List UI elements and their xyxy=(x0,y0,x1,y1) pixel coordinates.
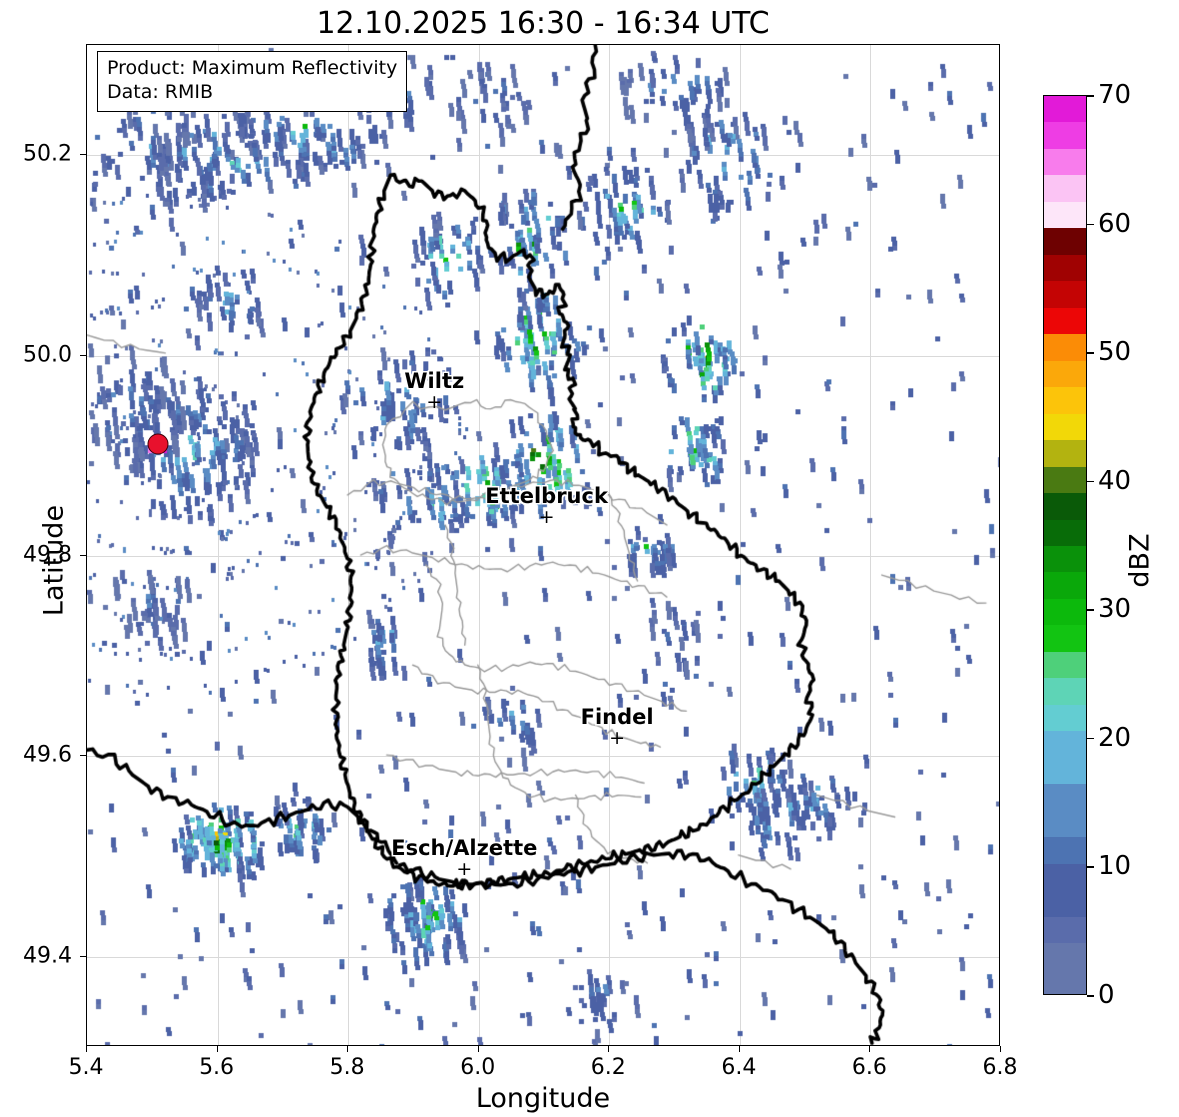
colorbar-tick-40 xyxy=(1087,480,1094,483)
colorbar-band xyxy=(1044,122,1086,149)
y-ticklabel-49.4: 49.4 xyxy=(23,943,72,969)
x-tick-5.4 xyxy=(86,1046,87,1052)
colorbar xyxy=(1043,95,1087,995)
colorbar-band xyxy=(1044,148,1086,176)
colorbar-band xyxy=(1044,731,1086,758)
radar-site-marker xyxy=(147,433,168,455)
y-axis-label: Latitude xyxy=(38,504,70,617)
colorbar-band xyxy=(1044,598,1086,626)
colorbar-ticklabel-60: 60 xyxy=(1098,208,1132,239)
colorbar-tick-70 xyxy=(1087,95,1094,97)
colorbar-band xyxy=(1044,201,1086,229)
colorbar-band xyxy=(1044,440,1086,467)
colorbar-band xyxy=(1044,413,1086,441)
colorbar-band xyxy=(1044,890,1086,917)
x-tick-5.6 xyxy=(216,1046,218,1052)
colorbar-band xyxy=(1044,651,1086,679)
colorbar-band xyxy=(1044,387,1086,414)
colorbar-band xyxy=(1044,545,1086,573)
colorbar-band xyxy=(1044,228,1086,255)
y-tick-49.6 xyxy=(80,755,86,757)
x-tick-6.4 xyxy=(738,1046,740,1052)
x-ticklabel-5.4: 5.4 xyxy=(68,1055,104,1080)
y-tick-49.4 xyxy=(80,955,86,957)
colorbar-band xyxy=(1044,863,1086,891)
colorbar-band xyxy=(1044,837,1086,864)
y-ticklabel-49.8: 49.8 xyxy=(23,542,72,568)
x-ticklabel-6.2: 6.2 xyxy=(590,1055,626,1080)
annotation-box: Product: Maximum Reflectivity Data: RMIB xyxy=(97,51,408,112)
x-tick-6.8 xyxy=(1000,1046,1001,1052)
colorbar-band xyxy=(1044,784,1086,811)
y-ticklabel-49.6: 49.6 xyxy=(23,742,72,768)
colorbar-band xyxy=(1044,466,1086,494)
colorbar-band xyxy=(1044,307,1086,335)
x-tick-6.0 xyxy=(477,1046,479,1052)
colorbar-band xyxy=(1044,678,1086,705)
x-axis-label: Longitude xyxy=(475,1083,611,1114)
colorbar-band xyxy=(1044,334,1086,361)
y-tick-49.8 xyxy=(80,555,86,557)
x-ticklabel-5.6: 5.6 xyxy=(199,1055,235,1080)
colorbar-band xyxy=(1044,757,1086,785)
colorbar-band xyxy=(1044,810,1086,838)
colorbar-band xyxy=(1044,916,1086,943)
x-tick-6.6 xyxy=(869,1046,871,1052)
x-ticklabel-6.6: 6.6 xyxy=(851,1055,887,1080)
colorbar-band xyxy=(1044,96,1086,123)
map-plot-area[interactable]: Product: Maximum Reflectivity Data: RMIB… xyxy=(86,44,1000,1046)
colorbar-band xyxy=(1044,519,1086,546)
colorbar-ticklabel-40: 40 xyxy=(1098,465,1132,496)
y-ticklabel-50.0: 50.0 xyxy=(23,342,72,368)
colorbar-ticklabel-0: 0 xyxy=(1098,980,1115,1010)
radar-reflectivity-canvas xyxy=(87,45,999,1045)
x-ticklabel-6.0: 6.0 xyxy=(460,1055,496,1080)
y-tick-50.2 xyxy=(80,154,86,156)
x-tick-5.8 xyxy=(347,1046,349,1052)
colorbar-tick-0 xyxy=(1087,995,1094,997)
colorbar-label: dBZ xyxy=(1124,533,1156,588)
annotation-data-line: Data: RMIB xyxy=(107,81,214,104)
colorbar-band xyxy=(1044,625,1086,652)
colorbar-ticklabel-70: 70 xyxy=(1098,80,1132,110)
x-ticklabel-5.8: 5.8 xyxy=(329,1055,365,1080)
colorbar-ticklabel-10: 10 xyxy=(1098,851,1132,882)
colorbar-band xyxy=(1044,360,1086,388)
colorbar-band xyxy=(1044,943,1086,970)
y-ticklabel-50.2: 50.2 xyxy=(23,141,72,167)
colorbar-ticklabel-20: 20 xyxy=(1098,722,1132,753)
page-title: 12.10.2025 16:30 - 16:34 UTC xyxy=(316,6,770,41)
colorbar-band xyxy=(1044,175,1086,202)
colorbar-ticklabel-30: 30 xyxy=(1098,594,1132,625)
colorbar-tick-20 xyxy=(1087,737,1094,740)
colorbar-band xyxy=(1044,969,1086,994)
colorbar-band xyxy=(1044,493,1086,520)
colorbar-band xyxy=(1044,704,1086,732)
x-ticklabel-6.4: 6.4 xyxy=(721,1055,757,1080)
colorbar-band xyxy=(1044,572,1086,599)
x-tick-6.2 xyxy=(608,1046,610,1052)
colorbar-band xyxy=(1044,254,1086,282)
colorbar-tick-30 xyxy=(1087,609,1094,611)
y-tick-50.0 xyxy=(80,354,86,356)
x-ticklabel-6.8: 6.8 xyxy=(982,1055,1018,1080)
colorbar-tick-50 xyxy=(1087,352,1094,354)
annotation-product-line: Product: Maximum Reflectivity xyxy=(107,57,398,79)
colorbar-tick-60 xyxy=(1087,223,1094,226)
colorbar-band xyxy=(1044,281,1086,308)
colorbar-ticklabel-50: 50 xyxy=(1098,337,1132,368)
colorbar-tick-10 xyxy=(1087,866,1094,869)
